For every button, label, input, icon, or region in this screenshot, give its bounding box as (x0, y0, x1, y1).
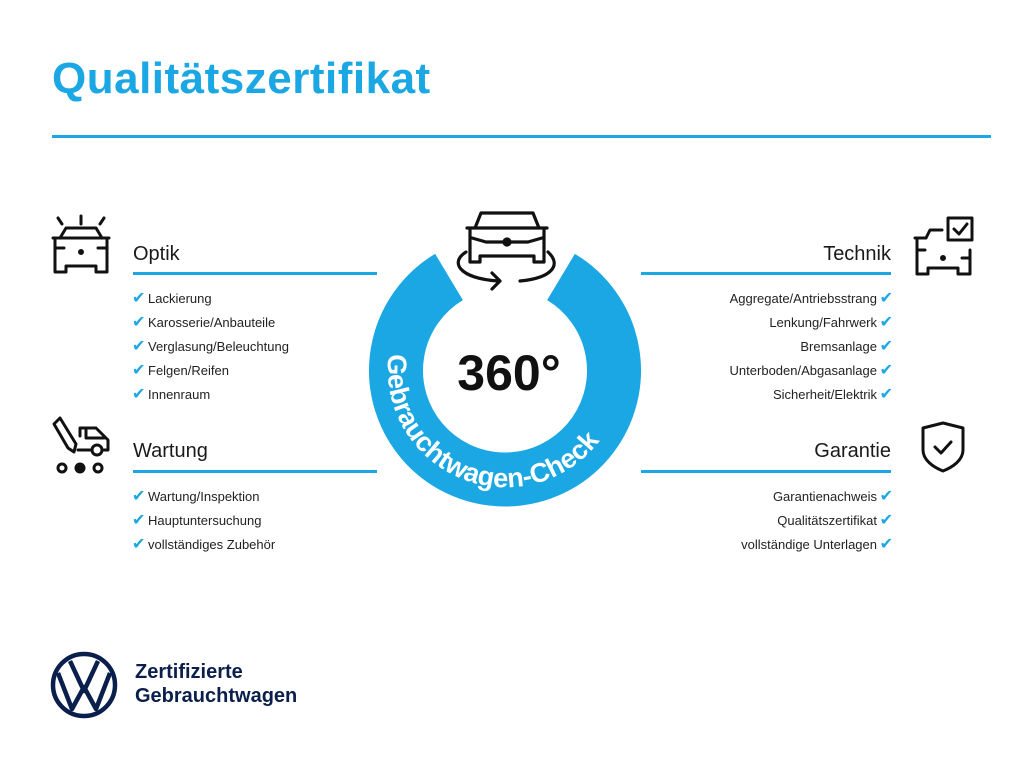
check-icon: ✔ (879, 512, 893, 529)
check-icon: ✔ (879, 488, 893, 505)
checklist-item: ✔ Wartung/Inspektion (132, 485, 432, 509)
checklist-item-label: Aggregate/Antriebsstrang (729, 291, 877, 306)
checklist-item: ✔ Hauptuntersuchung (132, 509, 432, 533)
checklist-item-label: Verglasung/Beleuchtung (148, 339, 289, 354)
checklist-item-label: Karosserie/Anbauteile (148, 315, 276, 330)
checklist-item: ✔ Lackierung (132, 287, 432, 311)
checklist-item-label: Unterboden/Abgasanlage (729, 363, 877, 378)
garantie-list: Garantienachweis ✔ Qualitätszertifikat ✔ vol… (593, 485, 893, 557)
checklist-item-label: Wartung/Inspektion (148, 489, 260, 504)
checklist-item-label: Lackierung (148, 291, 212, 306)
wartung-list: ✔ Wartung/Inspektion ✔ Hauptuntersuchung ✔ vo… (132, 485, 432, 557)
section-heading-wartung: Wartung (133, 440, 208, 462)
car-lights-icon (51, 214, 111, 274)
check-icon: ✔ (879, 338, 893, 355)
badge-ring (369, 253, 641, 507)
check-icon: ✔ (879, 290, 893, 307)
technik-list: Aggregate/Antriebsstrang ✔ Lenkung/Fahrwer… (593, 287, 893, 407)
badge-number: 360° (457, 345, 560, 401)
checklist-item: vollständige Unterlagen ✔ (593, 533, 893, 557)
checklist-item-label: Innenraum (148, 387, 211, 402)
section-heading-garantie: Garantie (814, 440, 891, 462)
check-icon: ✔ (879, 386, 893, 403)
footer-line1: Zertifizierte (135, 661, 243, 683)
car-rotate-icon (456, 211, 556, 291)
checklist-item-label: Garantienachweis (772, 489, 877, 504)
checklist-item: ✔ Felgen/Reifen (132, 359, 432, 383)
checklist-item-label: Qualitätszertifikat (777, 513, 877, 528)
check-icon: ✔ (879, 536, 893, 553)
checklist-item: ✔ Verglasung/Beleuchtung (132, 335, 432, 359)
checklist-item: ✔ vollständiges Zubehör (132, 533, 432, 557)
checklist-item: Sicherheit/Elektrik ✔ (593, 383, 893, 407)
service-van-pencil-icon (52, 416, 110, 474)
section-divider-garantie (641, 470, 891, 473)
checklist-item: Aggregate/Antriebsstrang ✔ (593, 287, 893, 311)
section-divider-optik (133, 272, 377, 275)
check-icon: ✔ (132, 314, 146, 331)
certified-used-cars-label: Zertifizierte Gebrauchtwagen (135, 660, 297, 708)
checklist-item: Unterboden/Abgasanlage ✔ (593, 359, 893, 383)
checklist-item-label: Felgen/Reifen (148, 363, 229, 378)
car-checkbox-icon (913, 216, 974, 276)
footer-line2: Gebrauchtwagen (135, 685, 298, 707)
check-icon: ✔ (132, 338, 146, 355)
check-icon: ✔ (132, 290, 146, 307)
check-icon: ✔ (879, 362, 893, 379)
checklist-item: Bremsanlage ✔ (593, 335, 893, 359)
checklist-item: Garantienachweis ✔ (593, 485, 893, 509)
checklist-item-label: Bremsanlage (800, 339, 877, 354)
check-icon: ✔ (132, 536, 146, 553)
section-divider-wartung (133, 470, 377, 473)
checklist-item: ✔ Karosserie/Anbauteile (132, 311, 432, 335)
check-icon: ✔ (132, 386, 146, 403)
check-icon: ✔ (132, 362, 146, 379)
section-heading-optik: Optik (133, 243, 180, 265)
checklist-item-label: vollständiges Zubehör (148, 537, 276, 552)
title-divider (52, 135, 991, 138)
check-icon: ✔ (132, 512, 146, 529)
optik-list: ✔ Lackierung ✔ Karosserie/Anbauteile ✔ Vergla… (132, 287, 432, 407)
checklist-item-label: vollständige Unterlagen (741, 537, 877, 552)
checklist-item: ✔ Innenraum (132, 383, 432, 407)
check-icon: ✔ (132, 488, 146, 505)
page-title: Qualitätszertifikat (52, 54, 431, 103)
checklist-item-label: Sicherheit/Elektrik (772, 387, 877, 402)
checklist-item-label: Lenkung/Fahrwerk (769, 315, 877, 330)
checklist-item: Qualitätszertifikat ✔ (593, 509, 893, 533)
section-heading-technik: Technik (823, 243, 891, 265)
shield-check-icon (921, 421, 965, 473)
checklist-item: Lenkung/Fahrwerk ✔ (593, 311, 893, 335)
check-icon: ✔ (879, 314, 893, 331)
checklist-item-label: Hauptuntersuchung (148, 513, 262, 528)
section-divider-technik (641, 272, 891, 275)
vw-logo (50, 651, 118, 719)
